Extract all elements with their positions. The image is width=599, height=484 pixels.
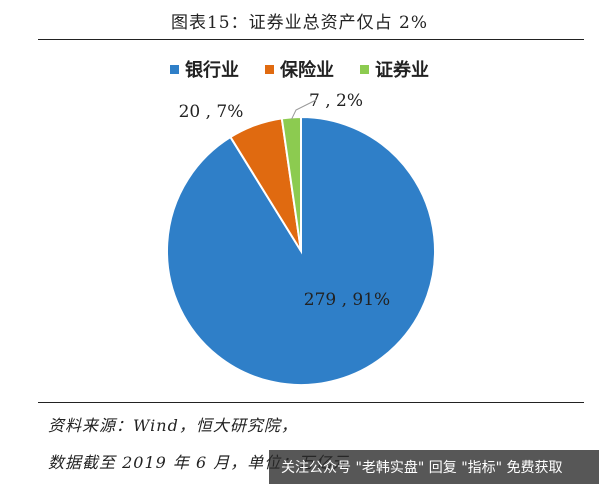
legend-label-insurance: 保险业	[280, 60, 334, 81]
chart-legend: 银行业 保险业 证券业	[0, 56, 599, 82]
data-label-bank: 279 , 91%	[304, 290, 390, 310]
leader-line-securities	[291, 99, 317, 120]
legend-swatch-bank	[170, 64, 179, 74]
legend-swatch-securities	[360, 64, 369, 74]
legend-item-securities: 证券业	[360, 56, 429, 82]
chart-title: 图表15：证券业总资产仅占 2%	[170, 13, 428, 33]
legend-swatch-insurance	[265, 64, 274, 74]
top-rule	[38, 39, 584, 40]
pie-chart: 279 , 91% 20 , 7% 7 , 2%	[166, 91, 436, 386]
legend-item-insurance: 保险业	[265, 56, 334, 82]
bottom-rule	[38, 402, 584, 403]
pie-slice-securities	[280, 115, 302, 252]
data-label-insurance: 20 , 7%	[179, 102, 244, 122]
source-note: 资料来源：Wind，恒大研究院，	[48, 416, 298, 435]
legend-label-bank: 银行业	[185, 60, 239, 81]
legend-item-bank: 银行业	[170, 56, 239, 82]
legend-label-securities: 证券业	[375, 60, 429, 81]
watermark-banner: 关注公众号 "老韩实盘" 回复 "指标" 免费获取	[269, 450, 599, 484]
data-label-securities: 7 , 2%	[309, 91, 363, 111]
